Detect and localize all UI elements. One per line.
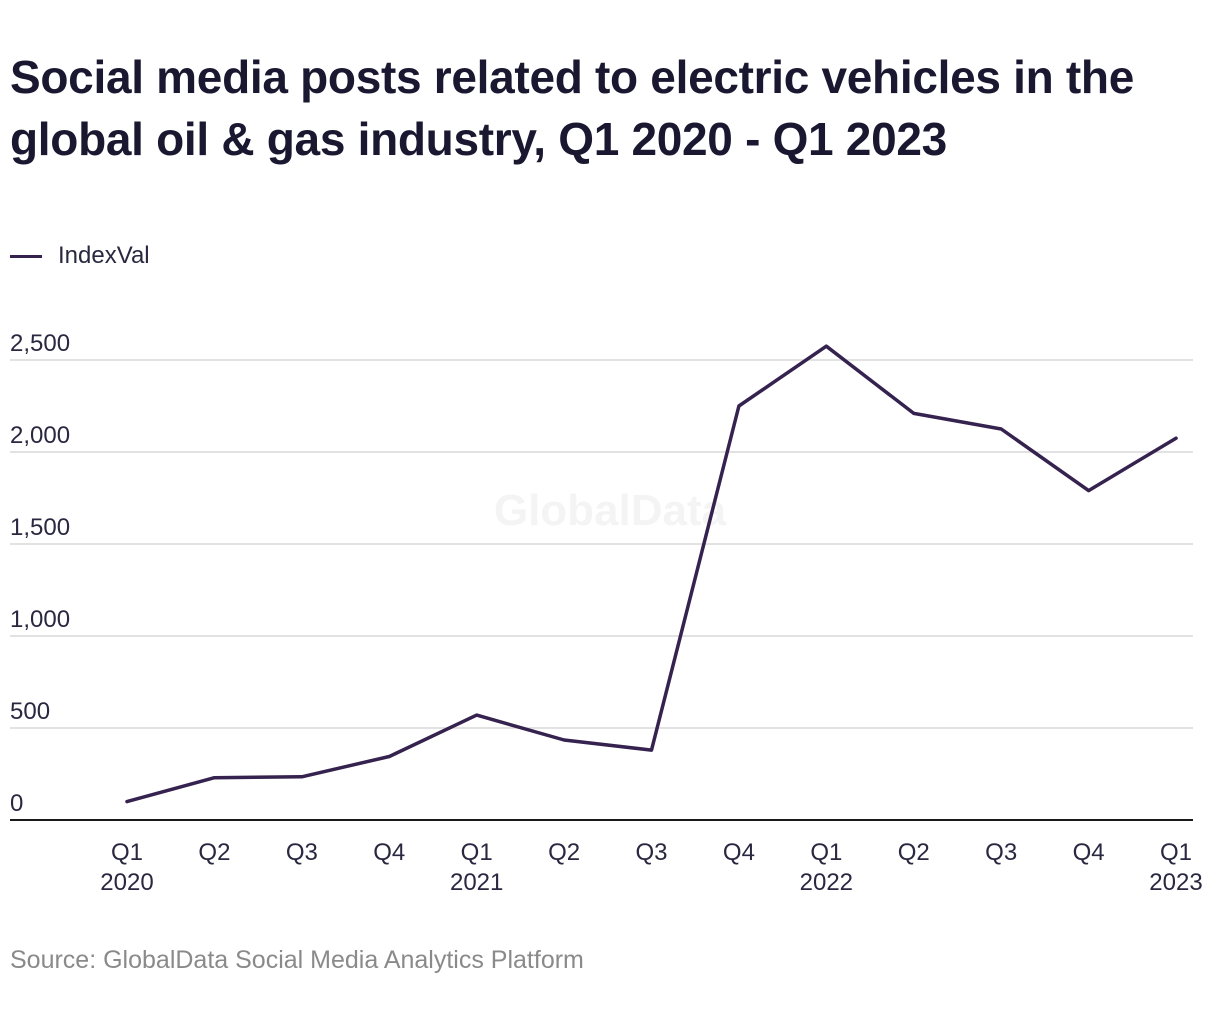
series-layer	[125, 344, 1178, 804]
x-tick-label: Q2	[898, 839, 930, 866]
data-point	[824, 344, 828, 348]
x-tick-label: Q2	[548, 839, 580, 866]
x-tick-year-label: 2023	[1149, 869, 1202, 896]
x-tick-label: Q3	[286, 839, 318, 866]
data-point	[475, 713, 479, 717]
series-line	[125, 344, 1178, 804]
x-tick-label: Q3	[635, 839, 667, 866]
source-note: Source: GlobalData Social Media Analytic…	[10, 946, 584, 974]
data-point	[737, 404, 741, 408]
data-point	[1174, 436, 1178, 440]
x-tick-label: Q4	[1073, 839, 1105, 866]
y-tick-label: 2,000	[10, 422, 70, 449]
x-tick-label: Q4	[723, 839, 755, 866]
data-point	[912, 411, 916, 415]
data-point	[999, 427, 1003, 431]
x-tick-year-label: 2022	[800, 869, 853, 896]
x-tick-label: Q1	[461, 839, 493, 866]
y-tick-label: 2,500	[10, 330, 70, 357]
x-tick-year-label: 2020	[100, 869, 153, 896]
legend-swatch	[10, 254, 42, 258]
x-tick-label: Q3	[985, 839, 1017, 866]
legend: IndexVal	[10, 242, 150, 270]
y-tick-label: 500	[10, 698, 50, 725]
x-axis-ticks: Q1 2020 Q2 Q3 Q4 Q1 2021 Q2 Q3 Q4 Q1 2022 Q2 Q3 Q4 Q1 20…	[100, 839, 1202, 896]
y-tick-label: 1,000	[10, 606, 70, 633]
data-point	[562, 738, 566, 742]
data-point	[212, 776, 216, 780]
y-axis-ticks: 0 500 1,000 1,500 2,000 2,500	[10, 330, 70, 817]
data-point	[650, 748, 653, 752]
x-tick-label: Q4	[373, 839, 405, 866]
legend-label: IndexVal	[58, 242, 150, 269]
x-tick-label: Q1	[1160, 839, 1192, 866]
chart-title: Social media posts related to electric v…	[10, 51, 1135, 165]
watermark: GlobalData	[494, 486, 727, 535]
x-tick-label: Q1	[810, 839, 842, 866]
x-tick-year-label: 2021	[450, 869, 503, 896]
data-point	[125, 800, 129, 804]
x-tick-label: Q1	[111, 839, 143, 866]
data-point	[387, 755, 391, 759]
data-point	[1087, 489, 1091, 493]
gridlines	[10, 359, 1193, 729]
y-tick-label: 1,500	[10, 514, 70, 541]
x-tick-label: Q2	[198, 839, 230, 866]
data-point	[300, 775, 304, 779]
y-tick-label: 0	[10, 790, 23, 817]
